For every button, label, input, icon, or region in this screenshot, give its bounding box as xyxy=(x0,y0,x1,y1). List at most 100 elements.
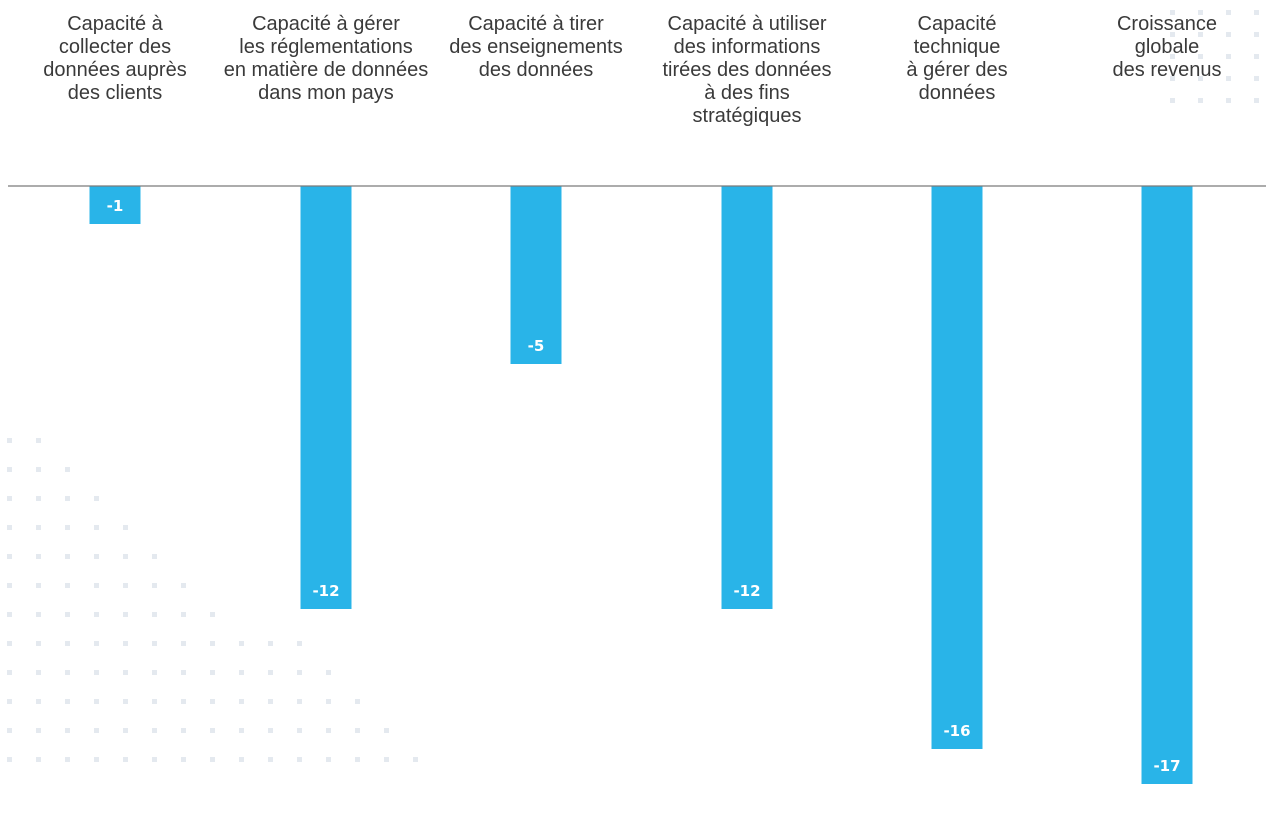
decorative-dot xyxy=(123,554,128,559)
decorative-dot xyxy=(326,757,331,762)
decorative-dot xyxy=(239,757,244,762)
decorative-dot xyxy=(65,583,70,588)
decorative-dot xyxy=(36,438,41,443)
bar xyxy=(931,186,983,749)
decorative-dot xyxy=(94,699,99,704)
category-label: Capacité à tirer des enseignements des don… xyxy=(449,13,622,81)
decorative-dot xyxy=(152,699,157,704)
decorative-dot xyxy=(36,554,41,559)
decorative-dot xyxy=(65,641,70,646)
decorative-dot xyxy=(239,641,244,646)
decorative-dot xyxy=(268,641,273,646)
decorative-dot xyxy=(36,728,41,733)
decorative-dot xyxy=(1170,54,1175,59)
decorative-dot xyxy=(1170,32,1175,37)
decorative-dot xyxy=(36,583,41,588)
value-label: -16 xyxy=(943,722,970,740)
decorative-dot xyxy=(1254,76,1259,81)
decorative-dot xyxy=(94,525,99,530)
category-label-line: dans mon pays xyxy=(258,82,394,104)
decorative-dot xyxy=(1226,32,1231,37)
decorative-dot xyxy=(326,699,331,704)
decorative-dot xyxy=(36,699,41,704)
decorative-dot xyxy=(36,641,41,646)
decorative-dot xyxy=(65,670,70,675)
decorative-dot xyxy=(36,467,41,472)
decorative-dot xyxy=(210,641,215,646)
category-label-line: Capacité à gérer xyxy=(252,13,400,35)
category-label-line: en matière de données xyxy=(224,59,429,81)
decorative-dot xyxy=(152,728,157,733)
decorative-dot xyxy=(181,641,186,646)
decorative-dot xyxy=(94,583,99,588)
decorative-dot xyxy=(65,699,70,704)
decorative-dot xyxy=(239,699,244,704)
decorative-dot xyxy=(268,757,273,762)
decorative-dot xyxy=(152,612,157,617)
category-label: Capacité à gérer les réglementations en ma… xyxy=(224,13,429,104)
decorative-dot xyxy=(123,641,128,646)
decorative-dot xyxy=(152,757,157,762)
decorative-dot xyxy=(65,525,70,530)
decorative-dot xyxy=(181,757,186,762)
decorative-dot xyxy=(268,728,273,733)
decorative-dot xyxy=(1170,98,1175,103)
decorative-dot xyxy=(1226,10,1231,15)
decorative-dot xyxy=(7,496,12,501)
decorative-dot xyxy=(268,699,273,704)
decorative-dot xyxy=(210,699,215,704)
decorative-dot xyxy=(1198,32,1203,37)
decorative-dot xyxy=(123,728,128,733)
decorative-dot xyxy=(65,496,70,501)
decorative-dot xyxy=(65,757,70,762)
decorative-dot xyxy=(326,670,331,675)
category-label-line: des clients xyxy=(68,82,163,104)
decorative-dot xyxy=(384,757,389,762)
category-label-line: données xyxy=(919,82,996,104)
category-label-line: des informations xyxy=(674,36,821,58)
decorative-dot xyxy=(65,728,70,733)
decorative-dot xyxy=(239,728,244,733)
category-label-line: tirées des données xyxy=(662,59,831,81)
value-label: -5 xyxy=(528,337,545,355)
decorative-dot xyxy=(7,728,12,733)
decorative-dot xyxy=(7,670,12,675)
category-label-line: globale xyxy=(1135,36,1200,58)
decorative-dot xyxy=(1198,54,1203,59)
decorative-dot xyxy=(152,670,157,675)
decorative-dot xyxy=(1198,76,1203,81)
decorative-dot xyxy=(7,612,12,617)
decorative-dot xyxy=(94,757,99,762)
decorative-dot xyxy=(355,728,360,733)
decorative-dot xyxy=(1226,54,1231,59)
category-label-line: les réglementations xyxy=(239,36,412,58)
decorative-dot xyxy=(36,612,41,617)
decorative-dot xyxy=(413,757,418,762)
decorative-dot xyxy=(123,583,128,588)
decorative-dot xyxy=(181,728,186,733)
bar xyxy=(721,186,773,609)
decorative-dot xyxy=(268,670,273,675)
category-label-line: Capacité à utiliser xyxy=(668,13,827,35)
decorative-dot xyxy=(355,699,360,704)
value-label: -1 xyxy=(107,197,124,215)
decorative-dot xyxy=(210,728,215,733)
decorative-dot xyxy=(7,583,12,588)
category-label-line: Capacité à xyxy=(67,13,163,35)
decorative-dot xyxy=(36,525,41,530)
decorative-dot xyxy=(384,728,389,733)
decorative-dot xyxy=(65,467,70,472)
category-label-line: collecter des xyxy=(59,36,171,58)
decorative-dot xyxy=(65,554,70,559)
decorative-dot xyxy=(123,699,128,704)
value-label: -12 xyxy=(312,582,339,600)
value-label: -12 xyxy=(733,582,760,600)
decorative-dot xyxy=(7,438,12,443)
category-labels: Capacité à collecter des données auprès des… xyxy=(43,13,1221,127)
decorative-dot xyxy=(7,554,12,559)
category-label-line: Capacité à tirer xyxy=(468,13,604,35)
category-label-line: des données xyxy=(479,59,594,81)
decorative-dot xyxy=(210,757,215,762)
decorative-dot xyxy=(297,699,302,704)
